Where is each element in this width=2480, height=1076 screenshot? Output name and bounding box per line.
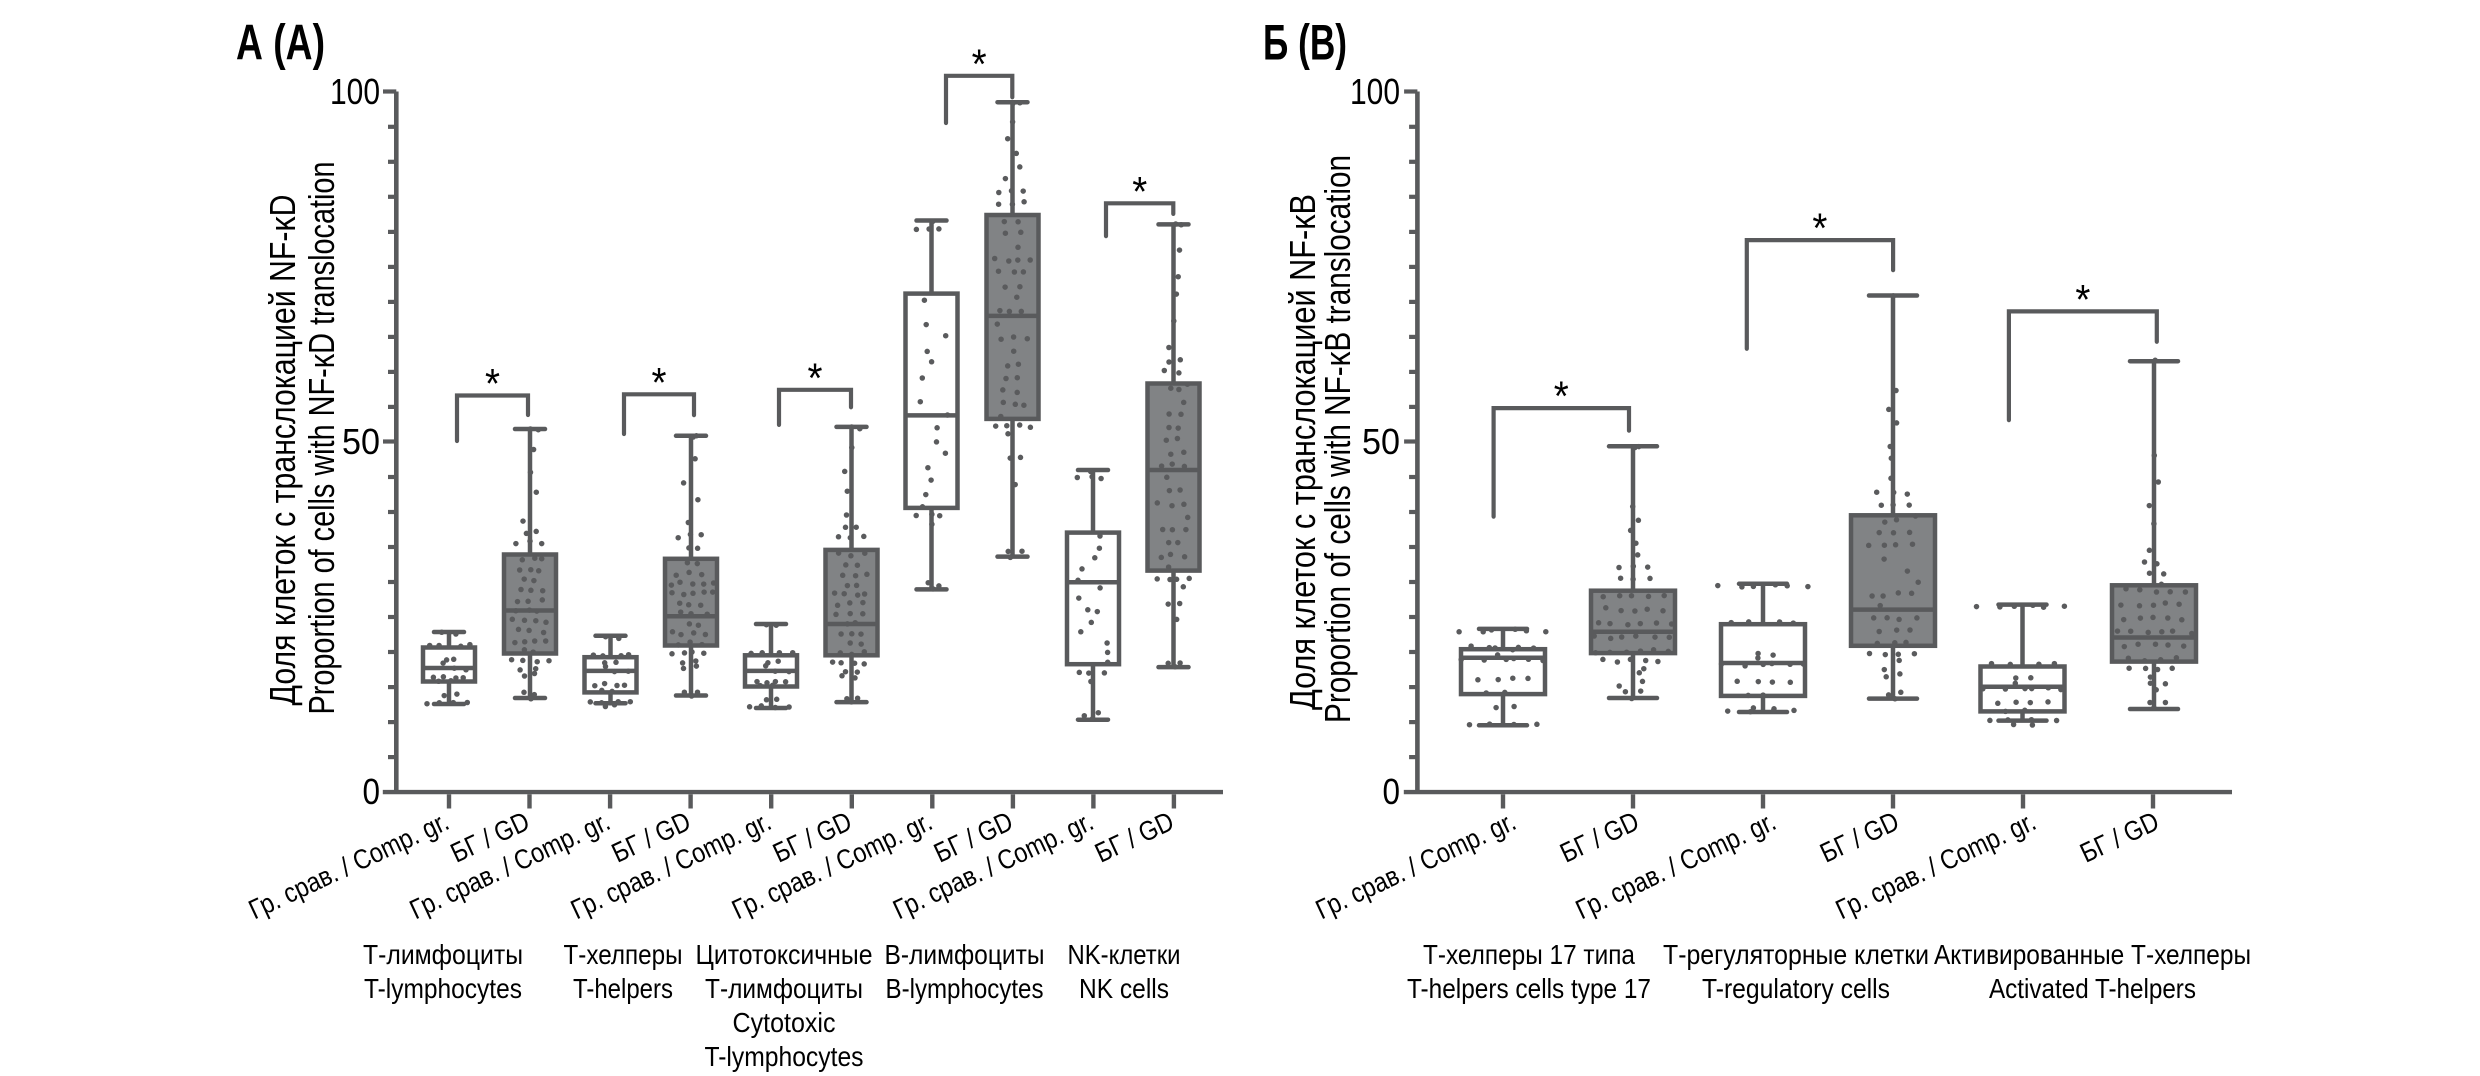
svg-text:Цитотоксичные: Цитотоксичные [696, 939, 873, 970]
svg-text:А (A): А (A) [236, 15, 325, 71]
svg-text:Доля клеток с транслокацией NF: Доля клеток с транслокацией NF-κD [262, 195, 303, 706]
svg-text:0: 0 [363, 771, 381, 812]
svg-text:Т-хелперы: Т-хелперы [564, 939, 683, 970]
svg-text:Т-регуляторные клетки: Т-регуляторные клетки [1663, 939, 1929, 970]
svg-text:Proportion of cells with NF-κD: Proportion of cells with NF-κD transloca… [301, 162, 342, 715]
svg-text:Proportion of cells with NF-κB: Proportion of cells with NF-κB transloca… [1317, 155, 1358, 723]
svg-text:T-lymphocytes: T-lymphocytes [705, 1041, 864, 1072]
svg-text:*: * [1132, 168, 1147, 215]
svg-text:Cytotoxic: Cytotoxic [733, 1007, 836, 1038]
svg-text:B-lymphocytes: B-lymphocytes [886, 973, 1044, 1004]
svg-text:*: * [652, 359, 667, 406]
svg-text:T-helpers cells type 17: T-helpers cells type 17 [1407, 973, 1651, 1004]
svg-text:Активированные Т-хелперы: Активированные Т-хелперы [1934, 939, 2251, 970]
svg-text:Activated T-helpers: Activated T-helpers [1989, 973, 2196, 1004]
svg-text:*: * [972, 40, 987, 87]
svg-text:БГ / GD: БГ / GD [1090, 805, 1178, 868]
svg-text:*: * [485, 360, 500, 407]
svg-text:Т-лимфоциты: Т-лимфоциты [705, 973, 863, 1004]
svg-text:T-regulatory cells: T-regulatory cells [1702, 973, 1890, 1004]
svg-text:*: * [2075, 276, 2090, 323]
svg-text:NK cells: NK cells [1079, 973, 1169, 1004]
svg-text:50: 50 [342, 421, 380, 462]
svg-text:*: * [808, 354, 823, 401]
svg-text:100: 100 [330, 71, 380, 112]
svg-text:Т-лимфоциты: Т-лимфоциты [363, 939, 523, 970]
svg-text:Доля клеток с транслокацией NF: Доля клеток с транслокацией NF-κB [1282, 194, 1323, 710]
svg-text:*: * [1554, 373, 1569, 420]
svg-text:0: 0 [1383, 771, 1401, 812]
svg-text:NK-клетки: NK-клетки [1068, 939, 1181, 970]
svg-text:Гр. срав. / Comp. gr.: Гр. срав. / Comp. gr. [1311, 805, 1521, 925]
svg-text:Т-хелперы 17 типа: Т-хелперы 17 типа [1423, 939, 1636, 970]
svg-text:БГ / GD: БГ / GD [1555, 805, 1643, 868]
svg-text:100: 100 [1350, 71, 1400, 112]
svg-text:В-лимфоциты: В-лимфоциты [885, 939, 1045, 970]
svg-text:T-lymphocytes: T-lymphocytes [364, 973, 522, 1004]
svg-text:Б (B): Б (B) [1263, 15, 1347, 71]
svg-text:*: * [1812, 205, 1827, 252]
svg-text:БГ / GD: БГ / GD [1815, 805, 1903, 868]
svg-text:50: 50 [1362, 421, 1400, 462]
svg-text:БГ / GD: БГ / GD [2075, 805, 2163, 868]
svg-text:T-helpers: T-helpers [573, 973, 673, 1004]
